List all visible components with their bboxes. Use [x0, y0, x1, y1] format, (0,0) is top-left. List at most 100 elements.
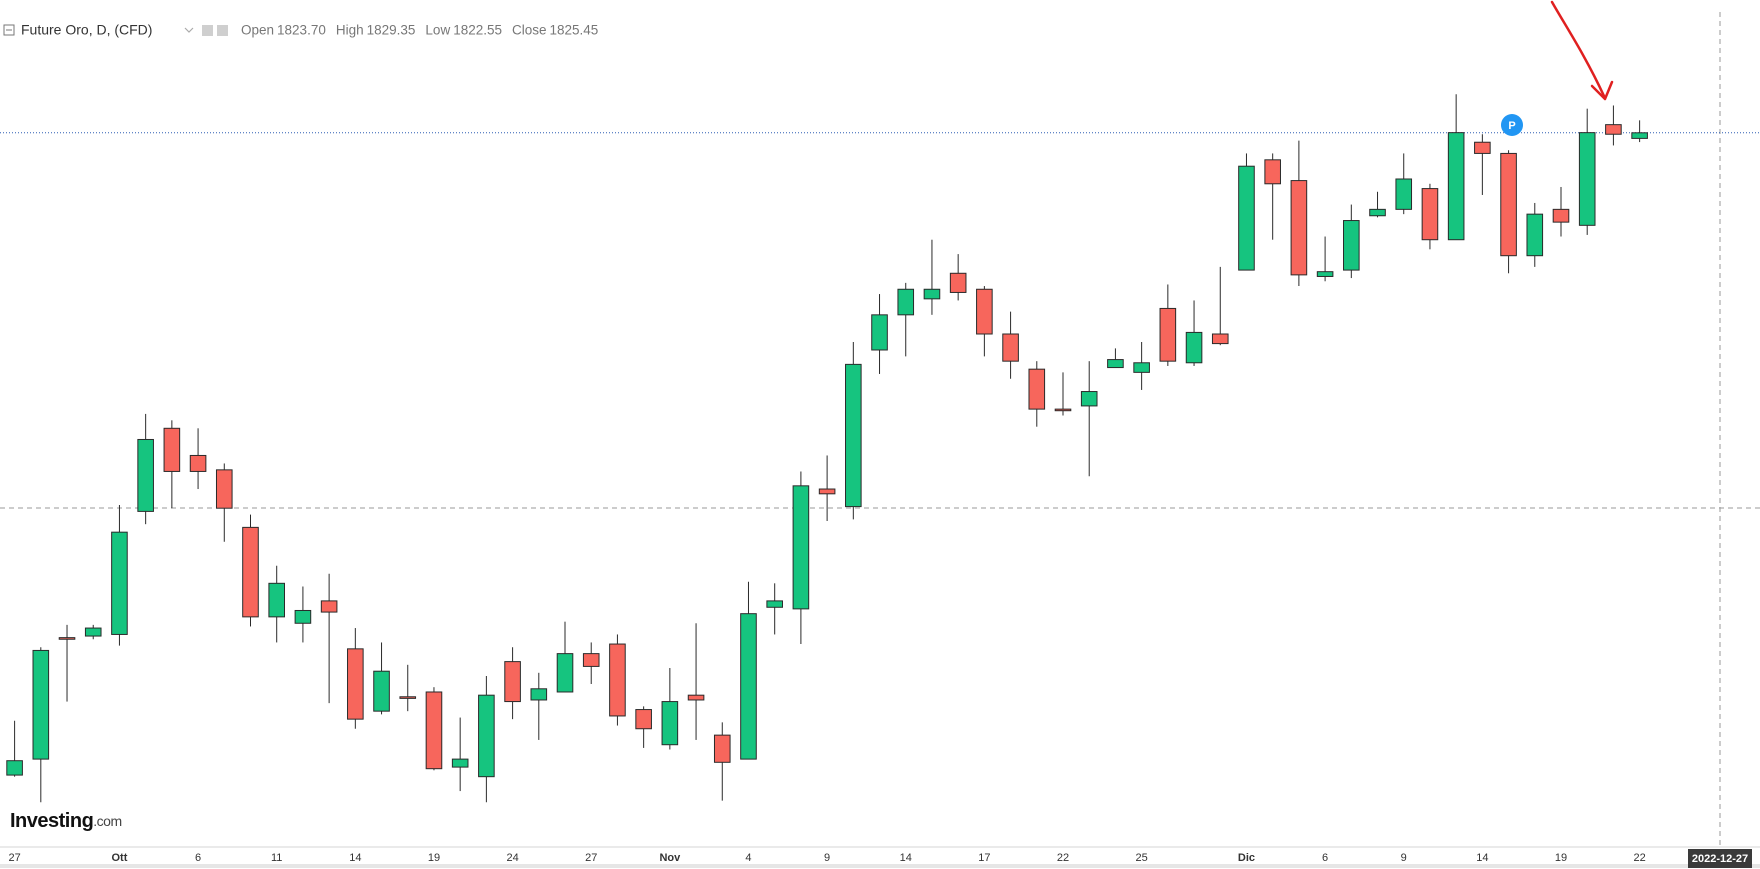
x-tick-label: 14 — [900, 852, 912, 864]
legend-value: 1829.35 — [367, 23, 416, 38]
candle-body — [1552, 208, 1570, 223]
ohlc-legend: Open 1823.70 High 1829.35 Low 1822.55 Close 182… — [241, 23, 598, 38]
candle-body — [1474, 141, 1491, 154]
x-tick-label: 25 — [1136, 852, 1148, 864]
x-tick-label: 27 — [8, 852, 20, 864]
candle-body — [1578, 132, 1596, 226]
candle-body — [189, 454, 207, 472]
candle-body — [163, 427, 181, 472]
candle-body — [661, 701, 679, 746]
candle-body — [1264, 159, 1281, 185]
dropdown-icon[interactable] — [184, 27, 194, 33]
settings-icon[interactable] — [202, 25, 213, 36]
x-tick-label: 6 — [1322, 852, 1328, 864]
candle-body — [137, 438, 154, 512]
candle-body — [1028, 368, 1046, 410]
candle-body — [635, 709, 652, 730]
candle-body — [871, 314, 888, 351]
candle-body — [373, 670, 390, 712]
candle-body — [818, 488, 836, 495]
annotation-arrow — [1550, 0, 1606, 98]
candle-body — [478, 694, 495, 778]
candle-body — [1605, 124, 1622, 135]
x-tick-label: 19 — [428, 852, 440, 864]
x-tick-label: 6 — [195, 852, 201, 864]
candle-body — [687, 694, 705, 701]
p-marker[interactable] — [1501, 114, 1523, 136]
annotation-arrowhead — [1590, 80, 1614, 101]
watermark-name: Investing — [10, 810, 93, 832]
candle-body — [530, 688, 548, 701]
candle-body — [897, 288, 915, 316]
crosshair-date-box — [1688, 849, 1752, 868]
candle-body — [294, 609, 312, 624]
candle-body — [451, 758, 469, 768]
candle-body — [1054, 408, 1072, 412]
candle-body — [1500, 152, 1517, 257]
legend-value: 1822.55 — [453, 23, 502, 38]
x-tick-label: 9 — [824, 852, 830, 864]
candle-body — [504, 661, 521, 703]
x-tick-label: Ott — [111, 852, 127, 864]
candle-body — [425, 691, 443, 770]
candle-body — [740, 613, 757, 760]
candle-body — [556, 653, 574, 693]
candle-body — [399, 696, 417, 699]
candle-body — [976, 288, 993, 335]
candle-body — [58, 637, 76, 640]
legend-value: 1825.45 — [550, 23, 599, 38]
candle-body — [923, 288, 941, 300]
candle-body — [32, 649, 50, 760]
candle-body — [1343, 220, 1360, 271]
candle-body — [1185, 331, 1203, 364]
candle-body — [582, 653, 600, 667]
candle-body — [609, 643, 626, 717]
candle-body — [1421, 188, 1439, 241]
candle-body — [268, 582, 285, 618]
x-tick-label: 11 — [271, 852, 282, 864]
x-tick-label: 27 — [585, 852, 597, 864]
plot-area — [0, 94, 1760, 803]
candle-body — [1369, 208, 1386, 217]
candle-body — [242, 526, 259, 618]
close-icon[interactable] — [217, 25, 228, 36]
candle-body — [1133, 362, 1150, 373]
watermark: Investing.com — [10, 810, 122, 832]
legend-value: 1823.70 — [277, 23, 326, 38]
crosshair-date: 2022-12-27 — [1692, 853, 1748, 865]
candle-body — [1002, 333, 1019, 362]
watermark-suffix: .com — [93, 813, 121, 829]
candle-body — [215, 469, 233, 509]
p-marker-letter: P — [1508, 120, 1515, 132]
candle-body — [1107, 359, 1124, 369]
candle-body — [1211, 333, 1229, 345]
candle-body — [1395, 178, 1413, 210]
x-tick-label: 24 — [506, 852, 518, 864]
legend-label: Low — [425, 23, 450, 38]
x-tick-label: 4 — [745, 852, 751, 864]
candle-body — [845, 363, 862, 508]
candle-body — [766, 600, 783, 608]
candle-body — [1526, 213, 1544, 257]
x-tick-label: 9 — [1401, 852, 1407, 864]
legend-label: Close — [512, 23, 547, 38]
legend-label: High — [336, 23, 364, 38]
candle-body — [792, 485, 810, 610]
legend-label: Open — [241, 23, 274, 38]
candle-body — [320, 600, 338, 613]
candle-body — [713, 734, 731, 763]
x-tick-label: 19 — [1555, 852, 1567, 864]
collapse-icon[interactable] — [3, 24, 15, 36]
x-tick-label: 22 — [1057, 852, 1069, 864]
x-tick-label: 17 — [978, 852, 990, 864]
candle-body — [949, 272, 967, 293]
x-tick-label: 14 — [1476, 852, 1488, 864]
candle-body — [1316, 271, 1334, 277]
candle-body — [1159, 307, 1177, 362]
candle-body — [6, 760, 23, 776]
x-tick-label: 14 — [349, 852, 361, 864]
candle-body — [1447, 132, 1465, 241]
candle-body — [1290, 180, 1308, 276]
chart-title: Future Oro, D, (CFD) — [21, 22, 152, 38]
